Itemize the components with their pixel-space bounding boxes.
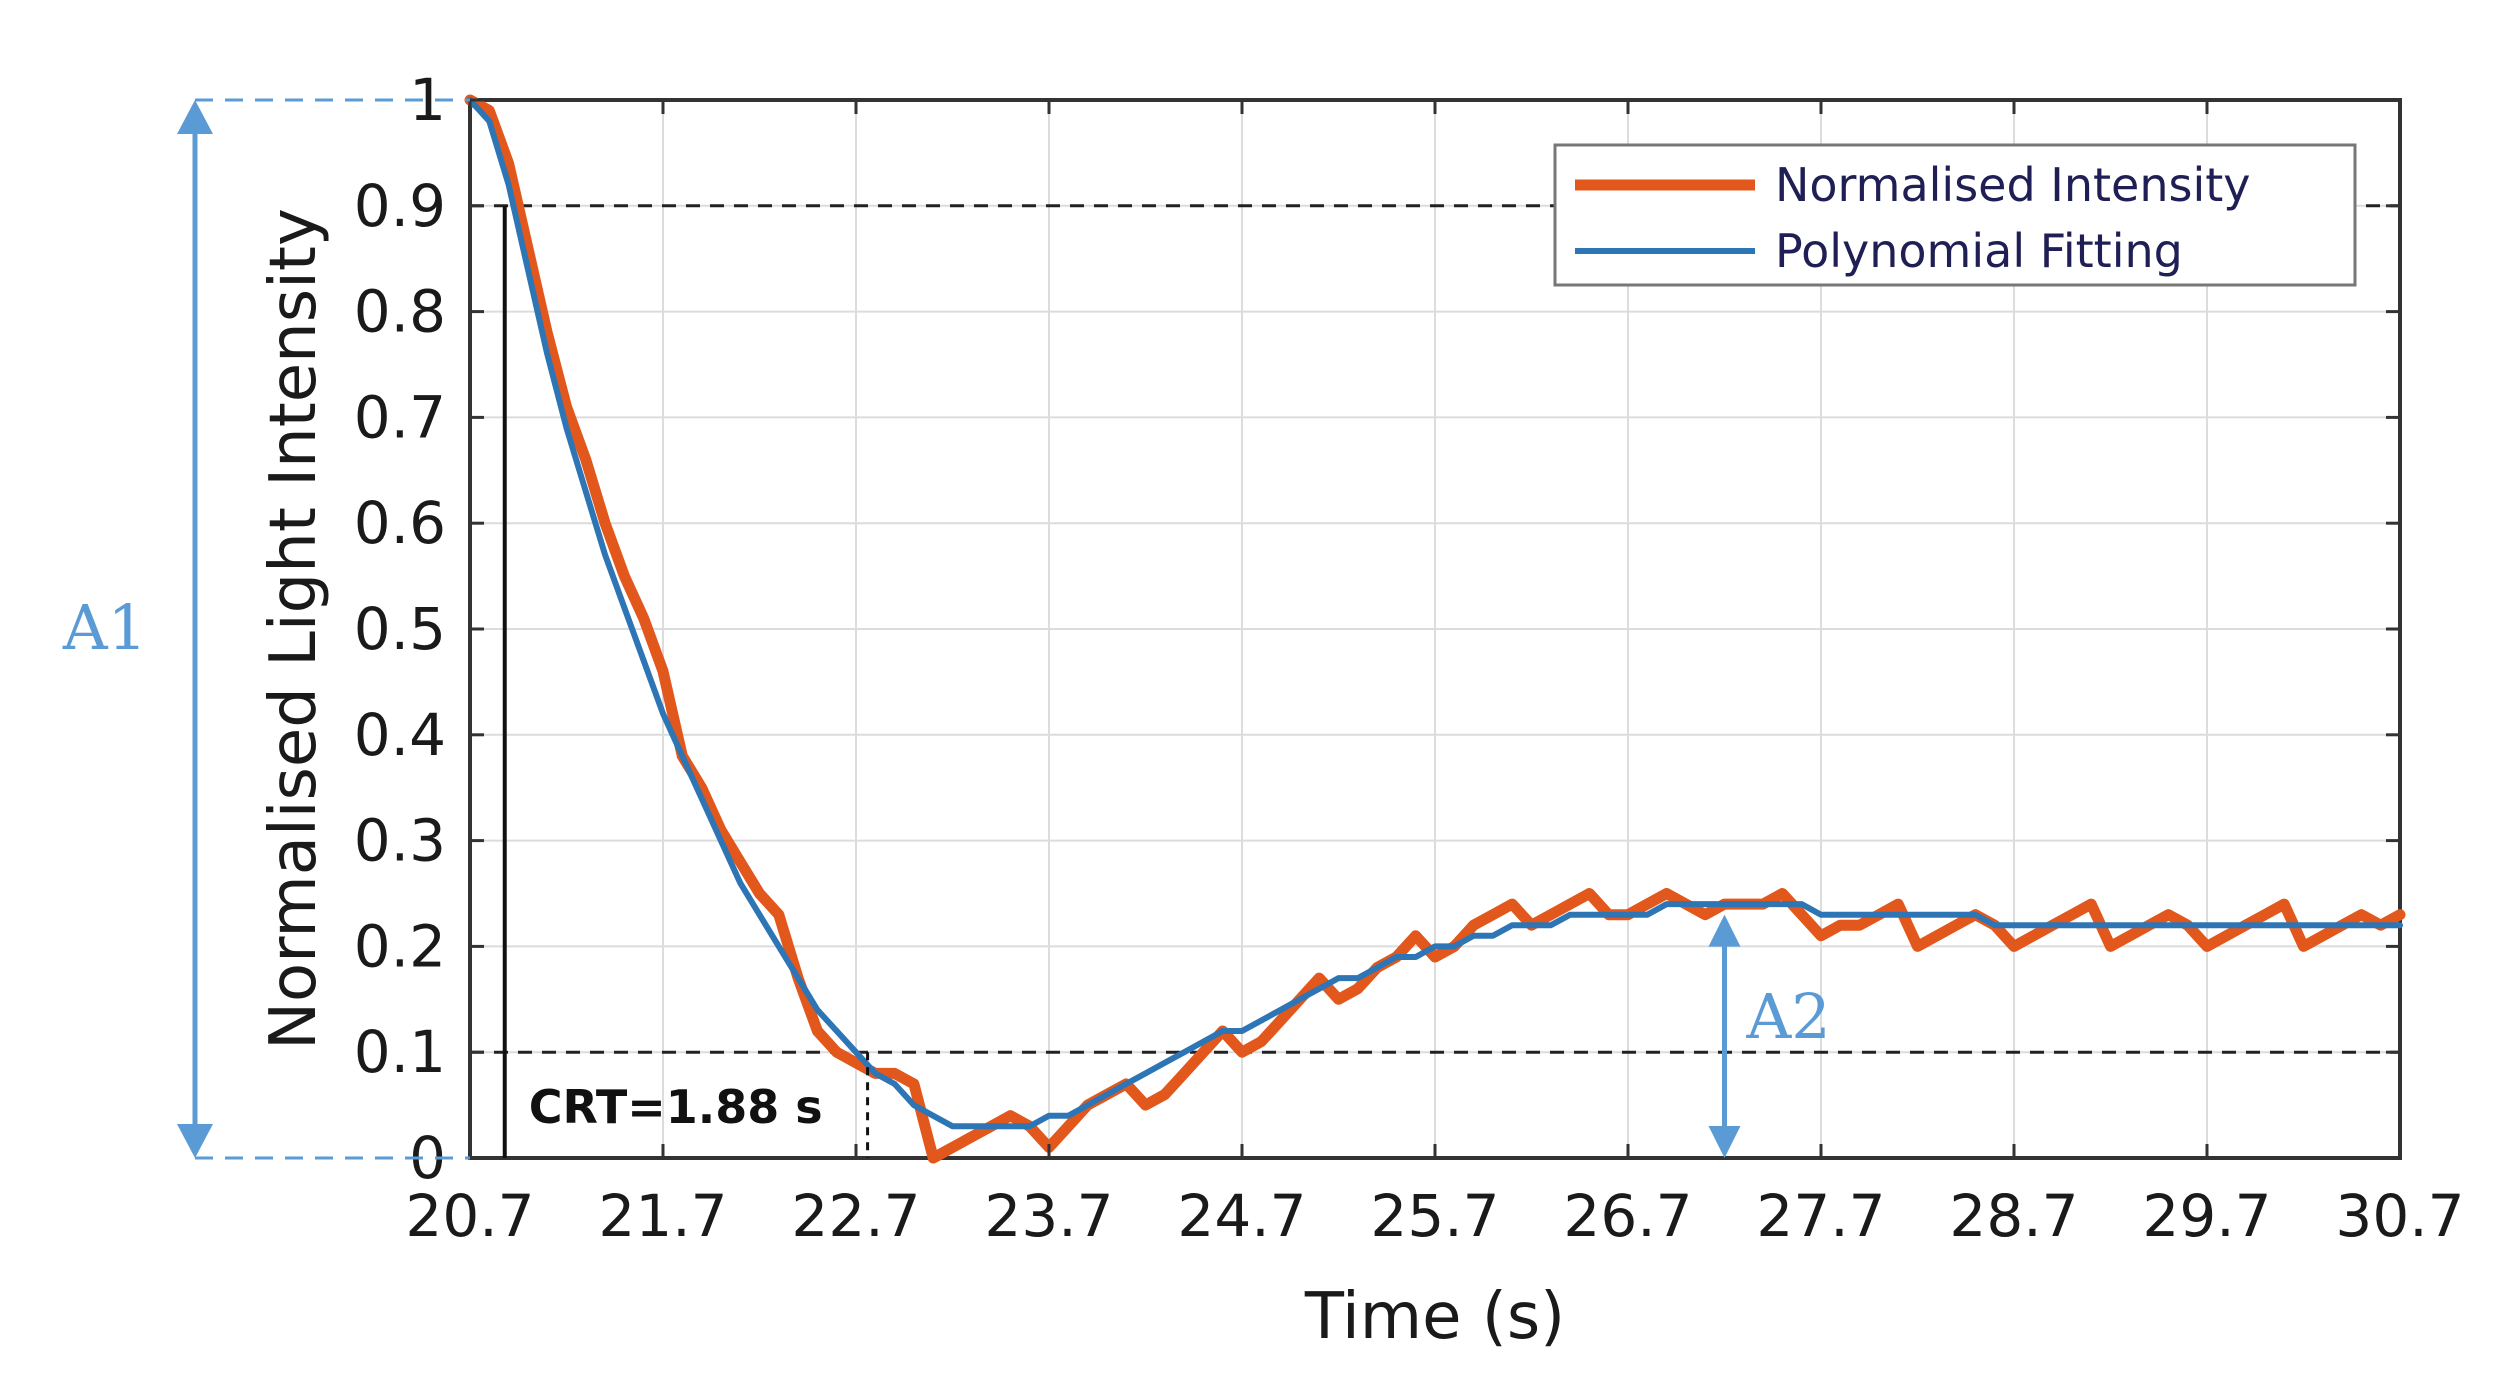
x-axis-title: Time (s) <box>1304 1280 1565 1354</box>
y-tick-label-6: 0.6 <box>354 489 446 557</box>
x-tick-label-9: 29.7 <box>2142 1182 2271 1250</box>
y-tick-label-9: 0.9 <box>354 172 446 240</box>
series-layer <box>464 94 2406 1164</box>
x-tick-label-4: 24.7 <box>1177 1182 1306 1250</box>
x-tick-label-1: 21.7 <box>598 1182 727 1250</box>
crt-label: CRT=1.88 s <box>529 1080 823 1134</box>
legend-box <box>1553 143 2357 287</box>
y-tick-label-2: 0.2 <box>354 912 446 980</box>
y-tick-label-3: 0.3 <box>354 807 446 875</box>
series-line-normalised-intensity <box>464 94 2406 1164</box>
x-tick-label-5: 25.7 <box>1370 1182 1499 1250</box>
x-tick-label-6: 26.7 <box>1563 1182 1692 1250</box>
a1-arrowhead-top <box>177 100 213 134</box>
y-axis-title: Normalised Light Intensity <box>257 208 331 1050</box>
x-tick-label-8: 28.7 <box>1949 1182 2078 1250</box>
legend-label-normalised-intensity: Normalised Intensity <box>1775 158 2251 212</box>
x-tick-label-0: 20.7 <box>405 1182 534 1250</box>
y-tick-label-4: 0.4 <box>354 701 446 769</box>
annotations: A1 A2 CRT=1.88 s <box>62 98 1831 1160</box>
series-line-polynomial-fitting <box>467 97 2403 1130</box>
a2-arrowhead-bottom <box>1708 1126 1741 1158</box>
y-tick-label-8: 0.8 <box>354 278 446 346</box>
legend: Normalised Intensity Polynomial Fitting <box>1553 143 2357 287</box>
legend-label-polynomial-fitting: Polynomial Fitting <box>1775 224 2183 278</box>
a2-arrowhead-top <box>1708 914 1741 947</box>
y-tick-label-5: 0.5 <box>354 595 446 663</box>
y-tick-label-1: 0.1 <box>354 1018 446 1086</box>
x-tick-label-2: 22.7 <box>791 1182 920 1250</box>
a2-label: A2 <box>1746 980 1831 1053</box>
a1-arrowhead-bottom <box>177 1124 213 1158</box>
x-tick-label-10: 30.7 <box>2335 1182 2464 1250</box>
a1-label: A1 <box>62 591 147 664</box>
y-tick-label-7: 0.7 <box>354 383 446 451</box>
x-tick-label-3: 23.7 <box>984 1182 1113 1250</box>
x-tick-label-7: 27.7 <box>1756 1182 1885 1250</box>
